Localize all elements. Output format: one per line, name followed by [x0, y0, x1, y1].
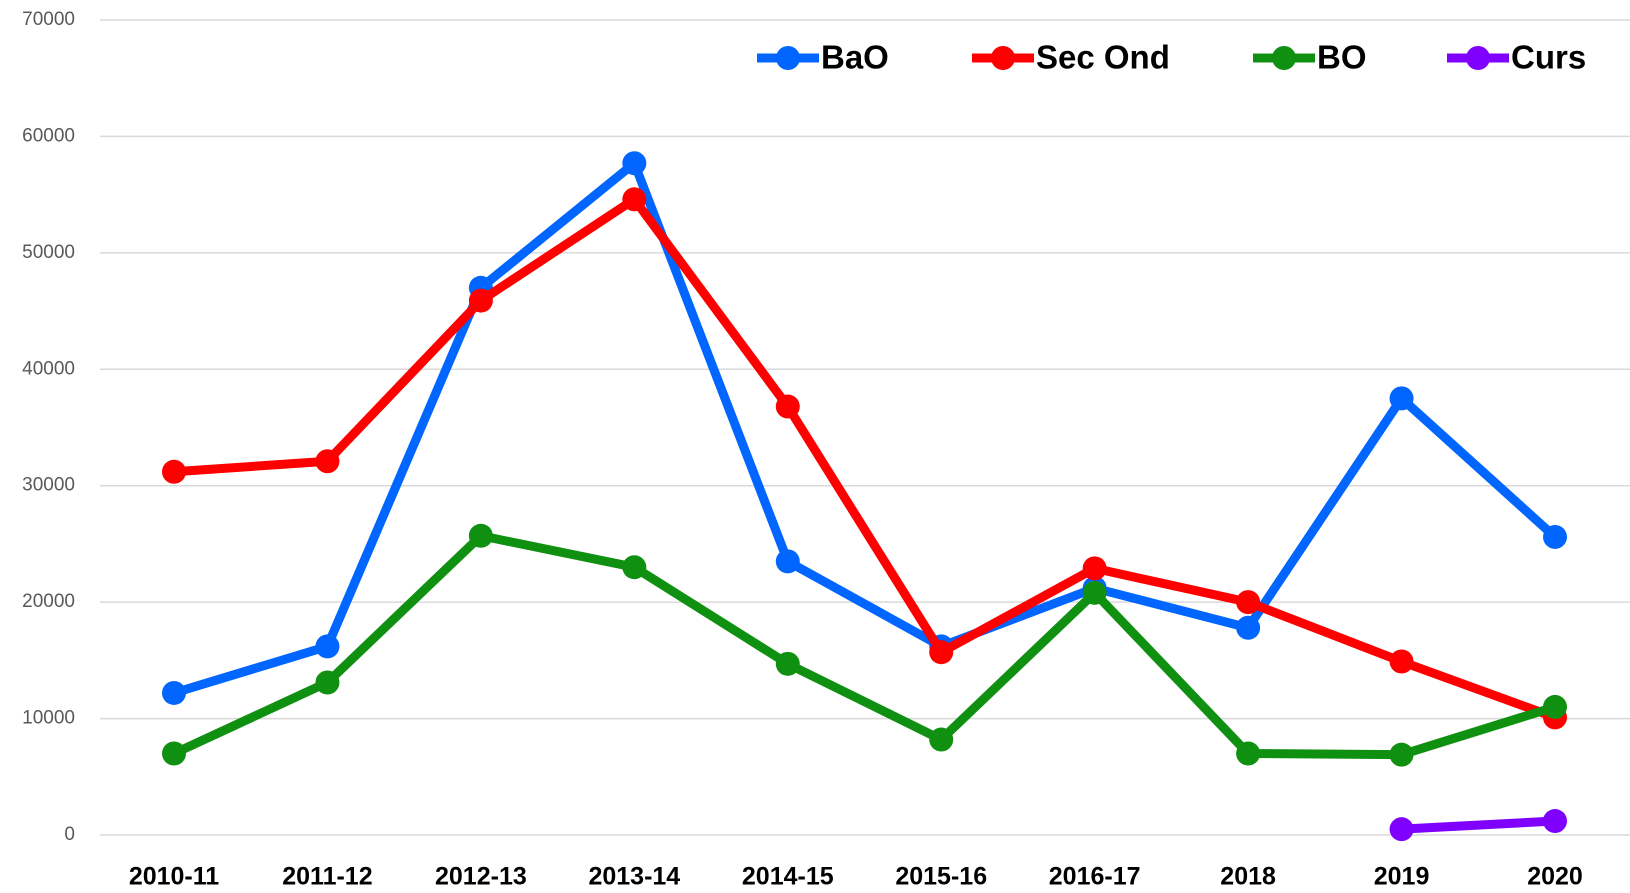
point: [315, 634, 340, 659]
point: [468, 523, 493, 548]
series-line: [172, 158, 1559, 698]
point: [929, 727, 954, 752]
x-tick-label: 2012-13: [435, 863, 527, 891]
y-tick-label: 60000: [22, 125, 75, 146]
legend-label: BO: [1317, 39, 1367, 76]
series-line: [1401, 816, 1556, 834]
y-tick-label: 0: [64, 824, 75, 845]
point: [775, 549, 800, 574]
point: [1082, 556, 1107, 581]
y-tick-label: 30000: [22, 475, 75, 496]
legend-marker: [776, 46, 800, 70]
x-tick-label: 2020: [1527, 863, 1583, 891]
point: [1389, 742, 1414, 767]
x-tick-label: 2011-12: [282, 863, 372, 891]
point: [1236, 741, 1261, 766]
series-line: [173, 194, 1557, 722]
point: [1543, 524, 1567, 549]
x-tick-label: 2019: [1374, 863, 1430, 891]
series-line: [172, 531, 1557, 760]
legend-marker: [1466, 46, 1490, 70]
point: [162, 680, 186, 705]
point: [162, 741, 186, 766]
point: [622, 187, 647, 212]
y-tick-label: 20000: [22, 591, 75, 612]
x-tick-label: 2013-14: [588, 863, 680, 891]
y-tick-label: 70000: [22, 9, 75, 30]
legend-label: Sec Ond: [1036, 39, 1170, 76]
point: [1543, 694, 1567, 719]
point: [1389, 386, 1414, 411]
x-tick-label: 2018: [1220, 863, 1276, 891]
legend-label: BaO: [821, 39, 889, 76]
point: [622, 151, 647, 176]
point: [1236, 615, 1261, 640]
point: [775, 394, 800, 419]
point: [315, 449, 340, 474]
y-tick-label: 50000: [22, 242, 75, 263]
x-tick-label: 2014-15: [742, 863, 834, 891]
y-tick-label: 10000: [22, 708, 75, 729]
point: [1236, 590, 1261, 615]
point: [1082, 580, 1107, 605]
x-tick-label: 2016-17: [1049, 863, 1141, 891]
legend-marker: [991, 46, 1015, 70]
point: [1543, 809, 1567, 834]
x-tick-label: 2015-16: [895, 863, 987, 891]
point: [315, 670, 340, 695]
point: [929, 640, 954, 665]
point: [622, 555, 647, 580]
y-tick-label: 40000: [22, 358, 75, 379]
point: [1389, 817, 1414, 842]
point: [468, 288, 493, 313]
legend-marker: [1272, 46, 1296, 70]
x-tick-label: 2010-11: [129, 863, 219, 891]
point: [1389, 649, 1414, 674]
point: [775, 651, 800, 676]
point: [162, 459, 186, 484]
legend-label: Curs: [1511, 39, 1586, 76]
